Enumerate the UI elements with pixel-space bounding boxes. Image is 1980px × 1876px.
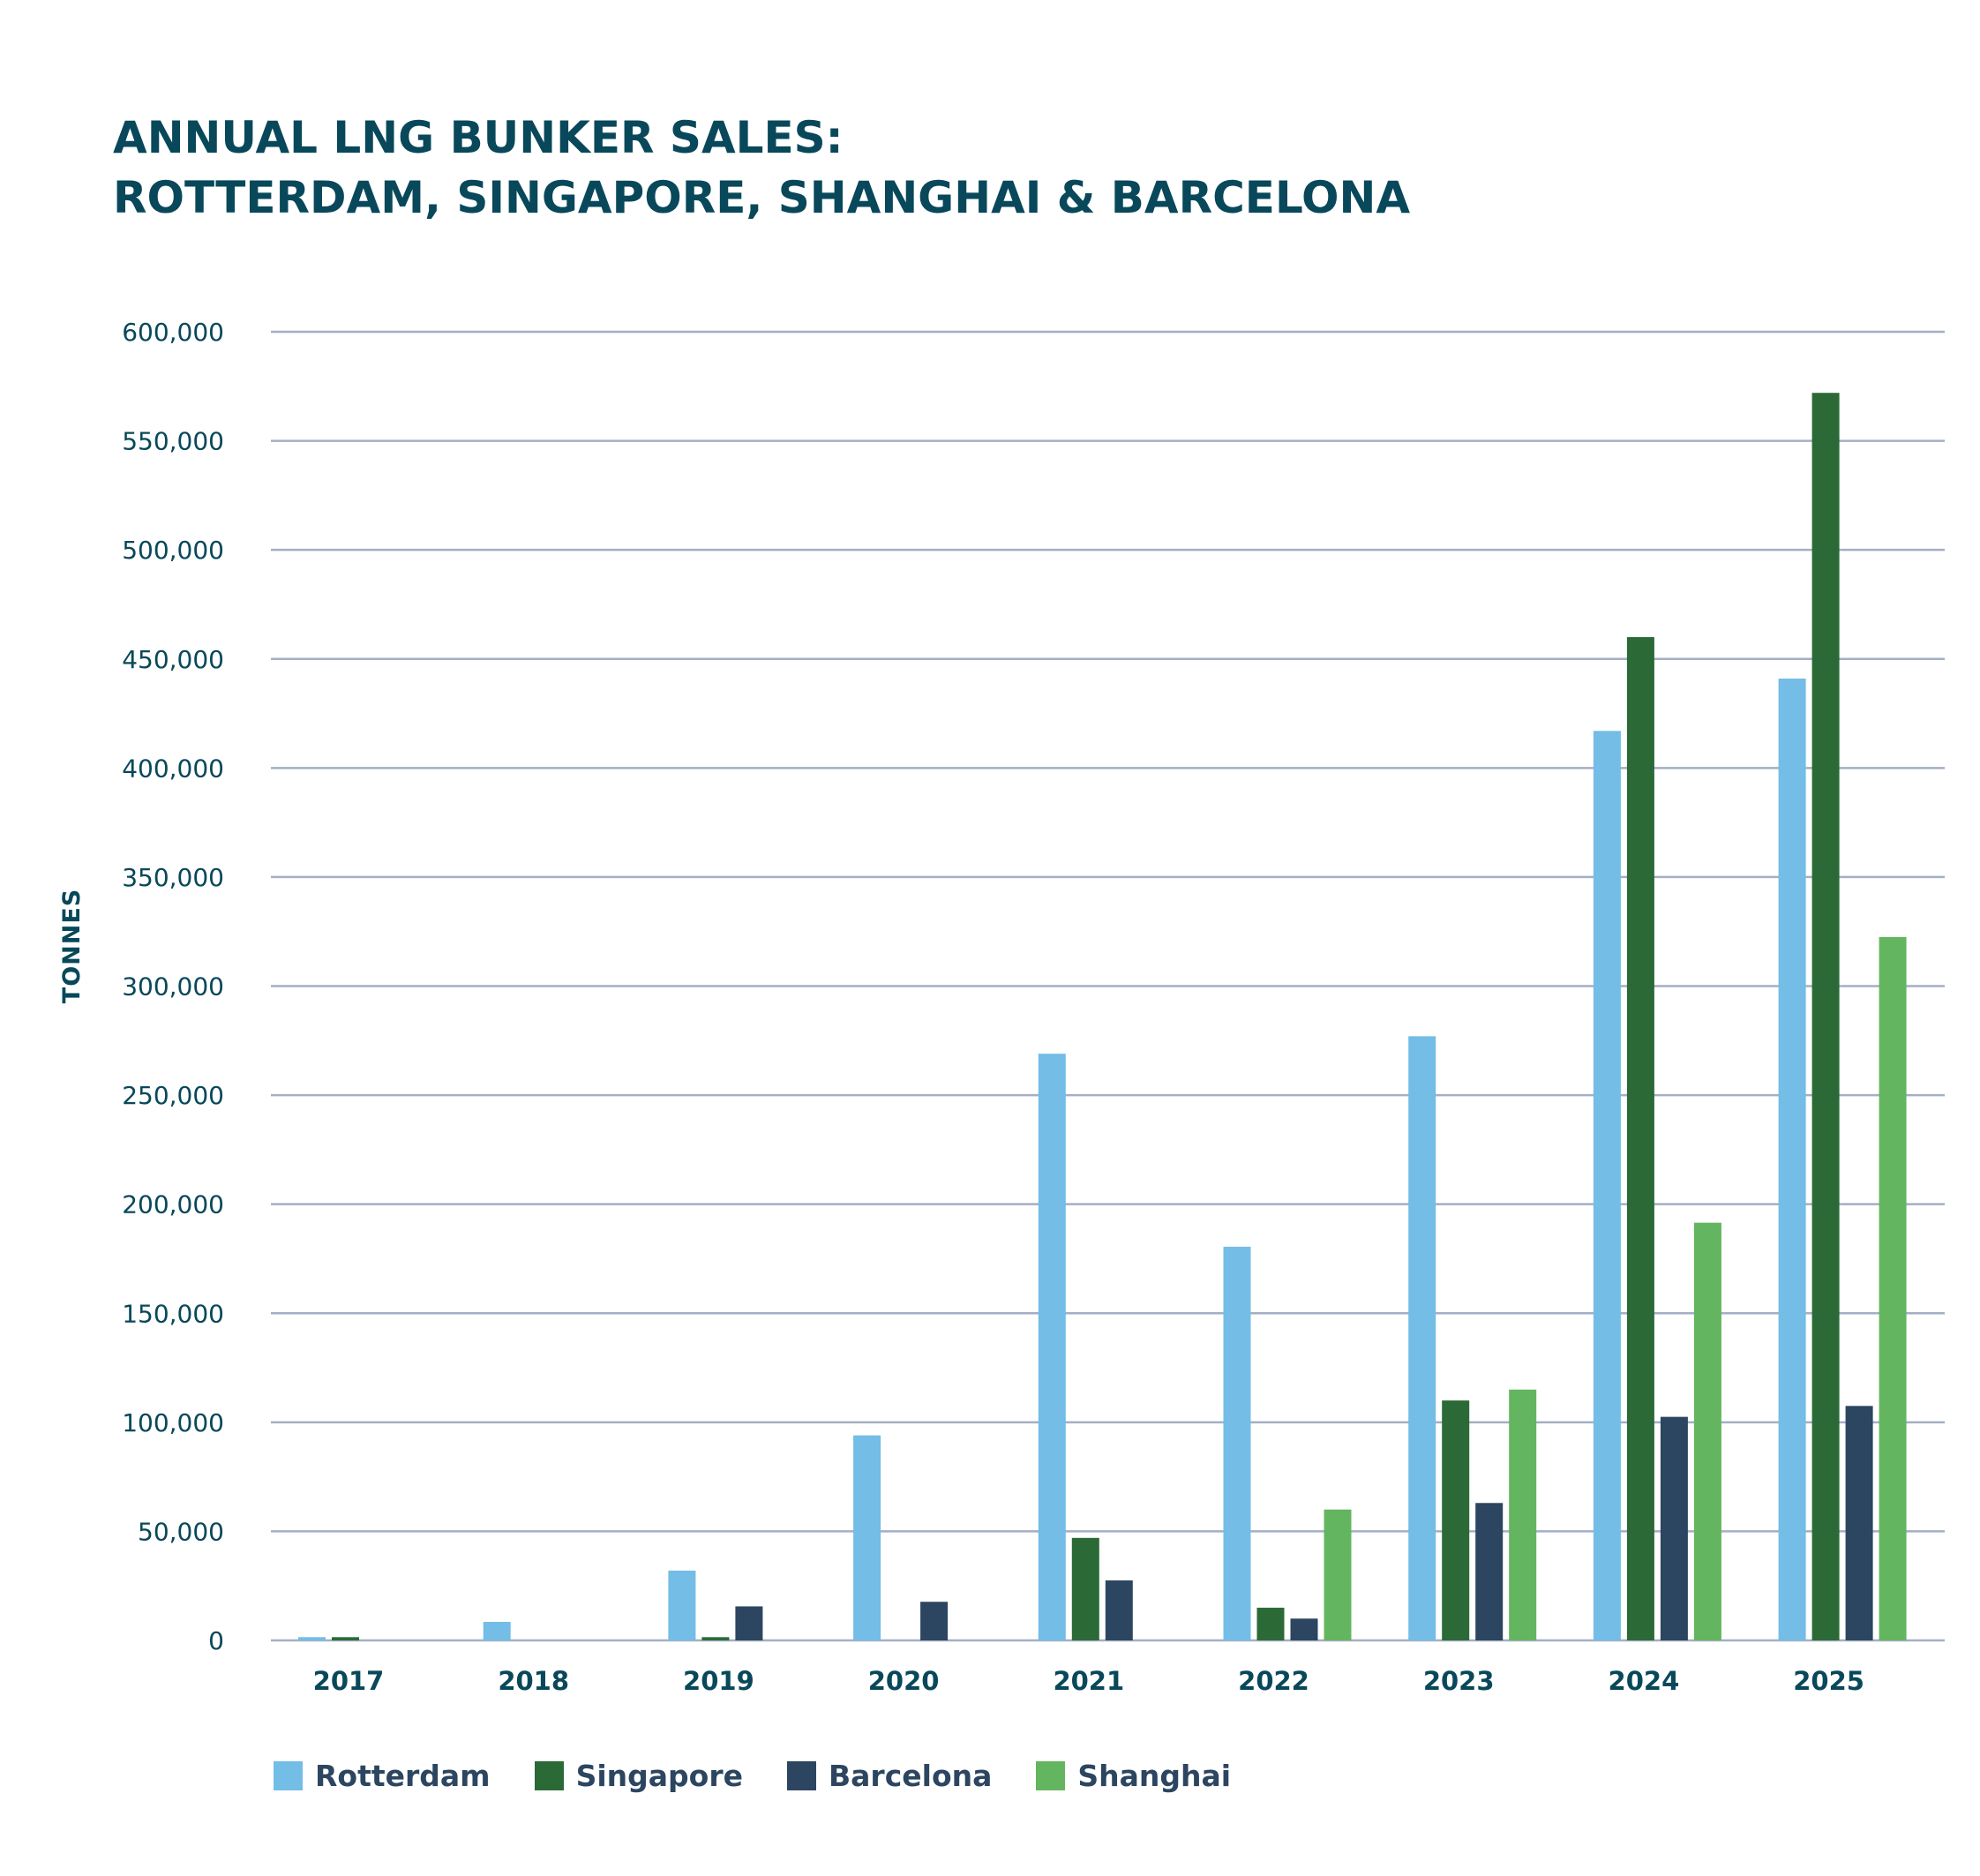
y-tick-label: 300,000 (122, 972, 224, 1002)
bar-rotterdam-2017 (298, 1637, 326, 1640)
y-tick-label: 150,000 (122, 1299, 224, 1328)
bar-singapore-2022 (1256, 1607, 1285, 1640)
x-axis-ticks: 2017 2018 2019 2020 2021 2022 2023 2024 2025 (313, 1666, 1864, 1696)
bars (298, 393, 1907, 1641)
bar-rotterdam-2024 (1593, 731, 1621, 1641)
bar-rotterdam-2020 (853, 1435, 881, 1640)
bar-singapore-2023 (1442, 1400, 1470, 1640)
bar-chart: 0 50,000 100,000 150,000 200,000 250,000 300,0… (58, 318, 1945, 1696)
bar-singapore-2017 (332, 1637, 359, 1640)
bar-rotterdam-2025 (1778, 678, 1806, 1640)
bar-barcelona-2023 (1475, 1503, 1504, 1640)
x-tick-label: 2019 (683, 1666, 754, 1696)
legend-label-singapore: Singapore (575, 1759, 743, 1793)
bar-barcelona-2021 (1105, 1580, 1133, 1640)
x-tick-label: 2023 (1423, 1666, 1495, 1696)
y-tick-label: 200,000 (122, 1190, 224, 1219)
y-axis-ticks: 0 50,000 100,000 150,000 200,000 250,000 300,0… (122, 318, 224, 1655)
y-axis-label: TONNES (58, 889, 86, 1003)
bar-singapore-2021 (1071, 1537, 1099, 1640)
bar-shanghai-2023 (1509, 1389, 1537, 1640)
bar-singapore-2024 (1626, 637, 1654, 1640)
bar-barcelona-2020 (920, 1602, 949, 1640)
bar-barcelona-2025 (1845, 1406, 1873, 1640)
x-tick-label: 2025 (1793, 1666, 1864, 1696)
bar-rotterdam-2022 (1223, 1246, 1251, 1640)
bar-barcelona-2019 (735, 1606, 763, 1640)
legend-item-rotterdam: Rotterdam (274, 1759, 491, 1793)
y-tick-label: 550,000 (122, 427, 224, 456)
legend-label-rotterdam: Rotterdam (315, 1759, 491, 1793)
y-tick-label: 50,000 (138, 1517, 224, 1546)
legend: Rotterdam Singapore Barcelona Shanghai (274, 1759, 1275, 1793)
y-tick-label: 400,000 (122, 754, 224, 783)
legend-swatch-barcelona (787, 1761, 816, 1790)
bar-singapore-2025 (1811, 393, 1840, 1640)
x-tick-label: 2018 (498, 1666, 569, 1696)
bar-rotterdam-2019 (668, 1570, 696, 1640)
legend-item-shanghai: Shanghai (1036, 1759, 1231, 1793)
chart-title: ANNUAL LNG BUNKER SALES: ROTTERDAM, SING… (113, 108, 1410, 228)
x-tick-label: 2022 (1238, 1666, 1309, 1696)
bar-shanghai-2022 (1324, 1509, 1352, 1640)
legend-label-barcelona: Barcelona (829, 1759, 993, 1793)
y-tick-label: 250,000 (122, 1081, 224, 1110)
legend-swatch-rotterdam (274, 1761, 303, 1790)
chart-title-line-2: ROTTERDAM, SINGAPORE, SHANGHAI & BARCELO… (113, 172, 1411, 223)
bar-rotterdam-2018 (483, 1621, 511, 1640)
bar-shanghai-2024 (1693, 1222, 1721, 1640)
x-tick-label: 2024 (1609, 1666, 1680, 1696)
x-tick-label: 2017 (313, 1666, 385, 1696)
x-tick-label: 2021 (1053, 1666, 1124, 1696)
y-tick-label: 100,000 (122, 1408, 224, 1437)
chart-title-line-1: ANNUAL LNG BUNKER SALES: (113, 112, 844, 163)
y-tick-label: 350,000 (122, 863, 224, 892)
bar-barcelona-2024 (1660, 1416, 1688, 1640)
y-tick-label: 600,000 (122, 318, 224, 347)
y-tick-label: 0 (208, 1626, 224, 1655)
bar-barcelona-2022 (1290, 1618, 1318, 1640)
bar-rotterdam-2021 (1038, 1054, 1066, 1640)
legend-item-singapore: Singapore (534, 1759, 743, 1793)
bar-singapore-2019 (701, 1637, 730, 1640)
legend-item-barcelona: Barcelona (787, 1759, 992, 1793)
legend-swatch-singapore (534, 1761, 564, 1790)
legend-swatch-shanghai (1036, 1761, 1066, 1790)
x-tick-label: 2020 (868, 1666, 940, 1696)
bar-shanghai-2025 (1879, 936, 1907, 1640)
bar-rotterdam-2023 (1408, 1036, 1436, 1640)
gridlines (271, 330, 1945, 1642)
y-tick-label: 500,000 (122, 536, 224, 565)
legend-label-shanghai: Shanghai (1077, 1759, 1232, 1793)
y-tick-label: 450,000 (122, 645, 224, 674)
